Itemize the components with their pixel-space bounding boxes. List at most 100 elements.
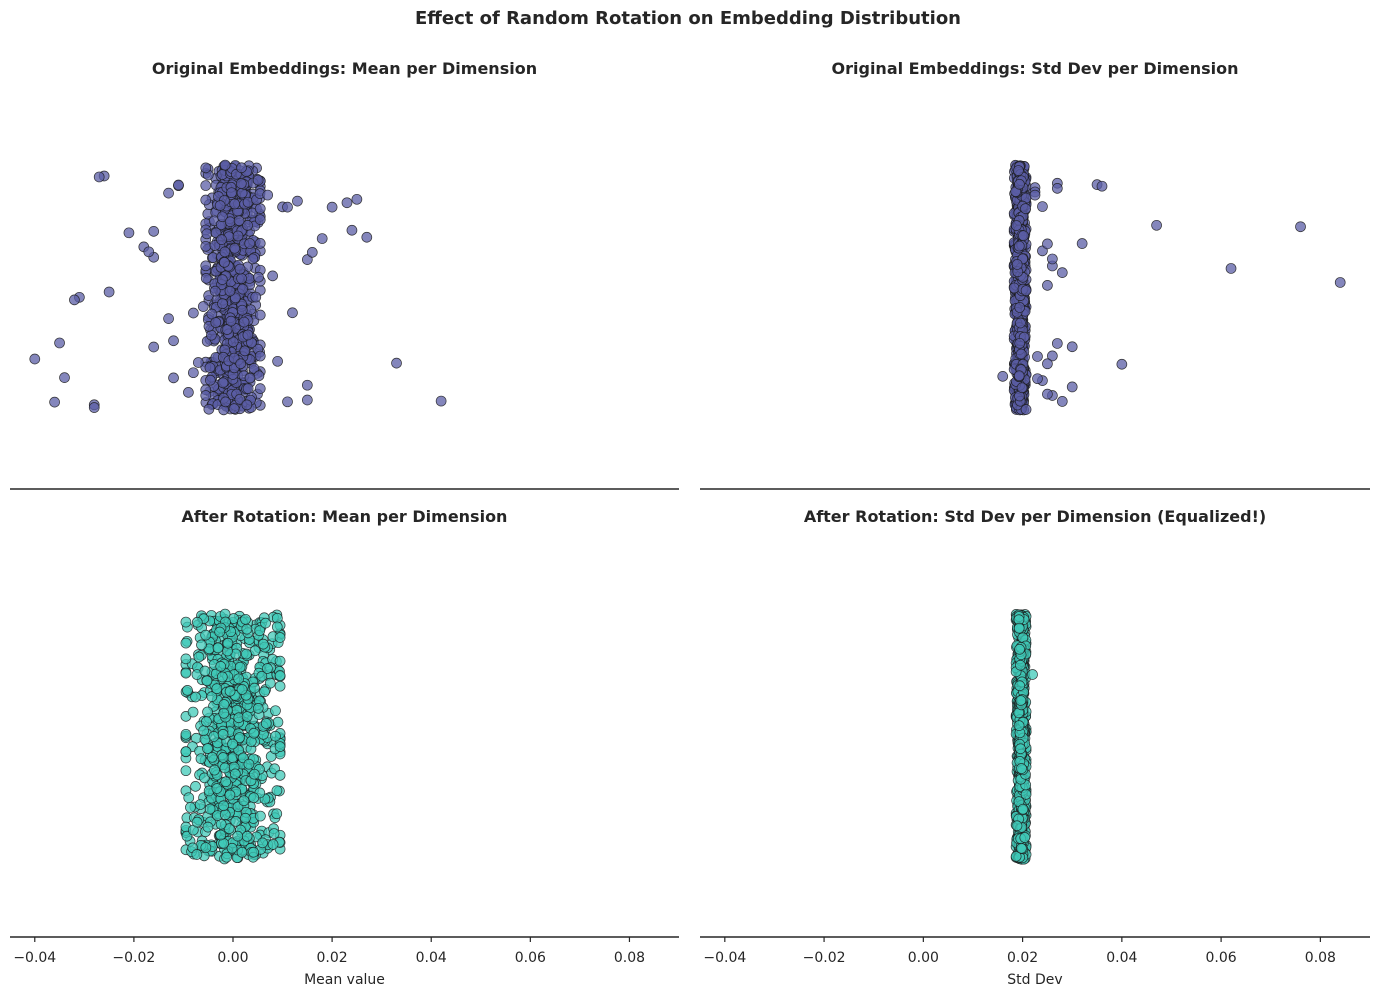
data-point (217, 377, 229, 389)
data-point (1066, 341, 1078, 353)
panel-4: After Rotation: Std Dev per Dimension (E… (700, 507, 1370, 988)
data-point (248, 792, 260, 804)
data-point (1014, 302, 1026, 313)
data-point (240, 613, 251, 625)
data-point (351, 193, 363, 205)
data-point (49, 396, 60, 408)
data-point (229, 768, 241, 780)
data-point (1014, 643, 1025, 655)
data-point (1016, 763, 1027, 774)
data-point (274, 680, 286, 692)
data-point (219, 246, 231, 258)
data-point (241, 399, 253, 411)
data-point (224, 789, 236, 801)
data-point (1027, 669, 1038, 680)
x-tick-label: 0.06 (1206, 950, 1237, 966)
panel-title: After Rotation: Std Dev per Dimension (E… (804, 507, 1266, 526)
data-point (180, 667, 192, 679)
points (29, 159, 447, 416)
data-point (148, 341, 160, 353)
data-point (190, 781, 201, 792)
data-point (190, 691, 201, 703)
data-point (1334, 277, 1346, 288)
data-point (215, 829, 227, 841)
x-tick-label: 0.08 (1305, 950, 1336, 966)
x-tick-label: −0.04 (13, 950, 56, 966)
points (180, 608, 286, 865)
data-point (1015, 317, 1026, 329)
data-point (264, 677, 276, 689)
data-point (232, 830, 244, 842)
data-point (182, 684, 193, 696)
data-point (200, 240, 212, 252)
data-point (188, 367, 199, 379)
data-point (271, 621, 283, 633)
x-tick-label: 0.00 (217, 950, 248, 966)
data-point (226, 842, 238, 854)
data-point (229, 198, 241, 210)
data-point (1047, 253, 1058, 265)
data-point (435, 395, 447, 407)
data-point (292, 195, 303, 207)
data-point (272, 355, 283, 367)
data-point (199, 734, 211, 745)
data-point (271, 808, 283, 820)
data-point (1047, 350, 1058, 362)
data-point (215, 661, 227, 672)
data-point (229, 242, 241, 254)
data-point (236, 273, 247, 284)
data-point (224, 285, 236, 297)
panel-1: Original Embeddings: Mean per Dimension (10, 59, 679, 490)
data-point (282, 201, 293, 213)
data-point (201, 716, 212, 727)
data-point (1076, 238, 1088, 249)
data-point (242, 383, 254, 394)
data-point (1011, 820, 1023, 832)
data-point (272, 716, 284, 728)
data-point (202, 821, 214, 833)
data-point (1013, 165, 1024, 176)
data-point (254, 203, 266, 214)
data-point (230, 816, 242, 827)
data-point (204, 374, 216, 386)
x-axis-label: Std Dev (1007, 972, 1062, 988)
data-point (1151, 219, 1162, 231)
data-point (254, 625, 266, 637)
data-point (248, 727, 260, 739)
data-point (235, 178, 247, 189)
data-point (201, 675, 213, 687)
data-point (250, 291, 262, 303)
data-point (224, 216, 236, 228)
data-point (257, 638, 269, 650)
points (1010, 609, 1038, 865)
data-point (274, 670, 286, 681)
data-point (69, 294, 80, 306)
data-point (220, 396, 231, 408)
data-point (341, 197, 353, 209)
data-point (234, 661, 246, 673)
data-point (274, 769, 286, 781)
data-point (180, 637, 192, 649)
data-point (227, 336, 239, 348)
data-point (219, 257, 230, 268)
data-point (274, 655, 286, 667)
x-axis-label: Mean value (304, 972, 385, 988)
data-point (168, 335, 179, 347)
data-point (180, 746, 192, 757)
data-point (220, 776, 232, 788)
data-point (997, 371, 1009, 382)
data-point (1096, 180, 1108, 192)
data-point (316, 233, 328, 244)
data-point (237, 283, 248, 295)
data-point (1056, 396, 1068, 407)
data-point (183, 792, 195, 804)
data-point (194, 799, 206, 810)
data-point (1015, 659, 1026, 671)
data-point (1042, 358, 1053, 370)
data-point (219, 762, 231, 774)
data-point (202, 706, 213, 718)
data-point (233, 215, 245, 226)
data-point (244, 372, 256, 384)
data-point (1011, 259, 1023, 270)
